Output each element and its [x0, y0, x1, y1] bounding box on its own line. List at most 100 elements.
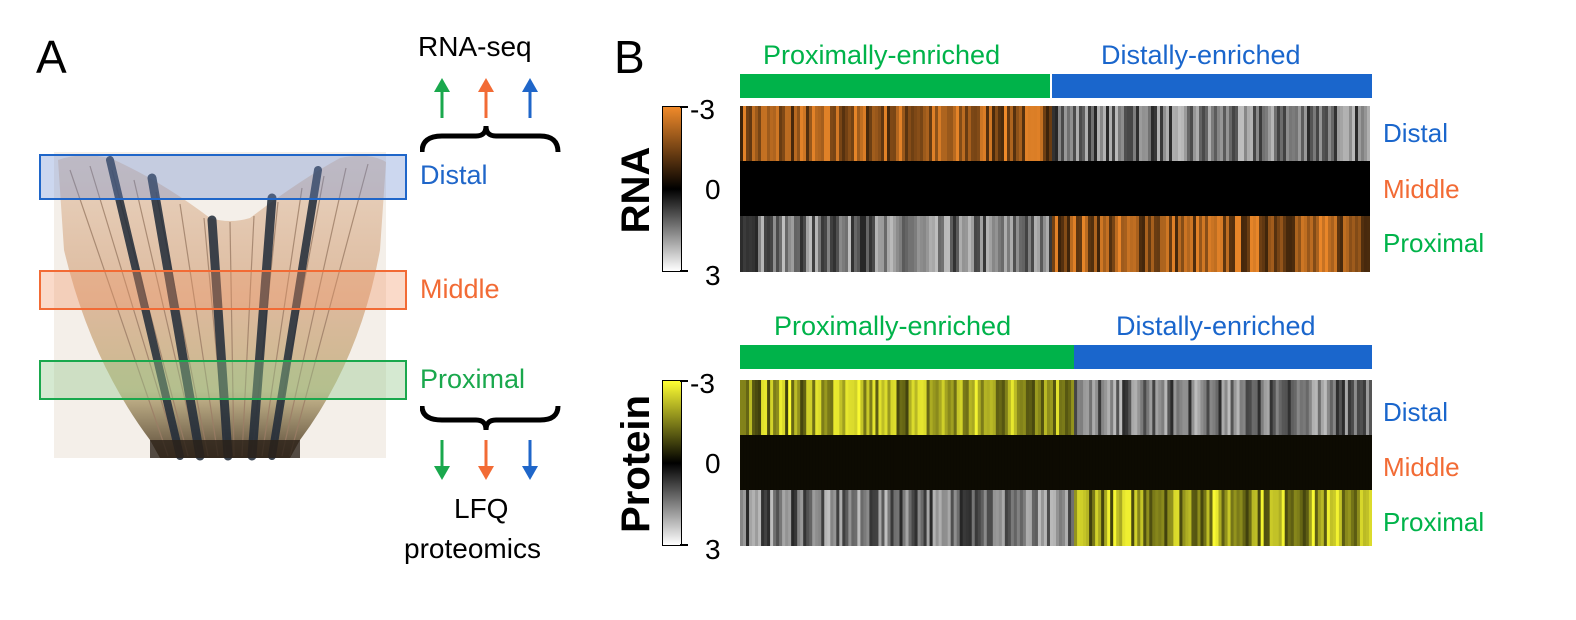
rna-tick-marks — [680, 106, 688, 272]
heatmap-cell — [935, 435, 940, 491]
heatmap-cell — [923, 380, 928, 436]
heatmap-cell — [1077, 490, 1081, 546]
heatmap-cell — [1100, 216, 1104, 272]
heatmap-cell — [788, 106, 792, 162]
heatmap-cell — [953, 161, 957, 217]
heatmap-cell — [1250, 106, 1254, 162]
heatmap-cell — [806, 106, 810, 162]
heatmap-cell — [1031, 490, 1036, 546]
heatmap-cell — [1277, 216, 1281, 272]
heatmap-cell — [1007, 380, 1012, 436]
heatmap-cell — [1074, 380, 1078, 436]
heatmap-cell — [1190, 216, 1194, 272]
heatmap-cell — [908, 216, 912, 272]
heatmap-cell — [938, 380, 943, 436]
heatmap-cell — [749, 161, 753, 217]
heatmap-cell — [1127, 106, 1131, 162]
heatmap-cell — [1004, 435, 1009, 491]
heatmap-cell — [980, 161, 984, 217]
heatmap-cell — [1040, 435, 1045, 491]
heatmap-cell — [899, 161, 903, 217]
heatmap-cell — [1128, 380, 1132, 436]
heatmap-cell — [1101, 490, 1105, 546]
heatmap-cell — [920, 380, 925, 436]
heatmap-cell — [1019, 435, 1024, 491]
heatmap-cell — [911, 380, 916, 436]
heatmap-cell — [842, 106, 846, 162]
heatmap-cell — [1172, 161, 1176, 217]
heatmap-cell — [932, 435, 937, 491]
heatmap-cell — [1173, 435, 1177, 491]
heatmap-cell — [1139, 216, 1143, 272]
heatmap-cell — [1227, 435, 1232, 491]
heatmap-cell — [806, 216, 810, 272]
heatmap-cell — [1076, 216, 1080, 272]
heatmap-cell — [1001, 216, 1005, 272]
heatmap-cell — [890, 490, 895, 546]
heatmap-cell — [1107, 490, 1111, 546]
heatmap-cell — [1340, 106, 1344, 162]
heatmap-cell — [1292, 106, 1296, 162]
heatmap-cell — [1146, 435, 1150, 491]
heatmap-cell — [866, 380, 871, 436]
heatmap-cell — [1337, 216, 1341, 272]
heatmap-cell — [1209, 490, 1214, 546]
heatmap-cell — [1103, 216, 1107, 272]
heatmap-cell — [758, 216, 762, 272]
heatmap-cell — [1307, 106, 1311, 162]
heatmap-cell — [791, 161, 795, 217]
heatmap-cell — [1122, 380, 1126, 436]
heatmap-cell — [743, 435, 747, 491]
heatmap-cell — [1256, 106, 1260, 162]
heatmap-cell — [1140, 380, 1144, 436]
heatmap-cell — [1209, 380, 1214, 436]
heatmap-cell — [788, 380, 792, 436]
heatmap-cell — [1232, 161, 1236, 217]
heatmap-cell — [788, 161, 792, 217]
protein-proximal-bar — [740, 345, 1074, 369]
heatmap-cell — [986, 490, 991, 546]
heatmap-cell — [1160, 161, 1164, 217]
heatmap-cell — [791, 380, 795, 436]
heatmap-cell — [1187, 161, 1191, 217]
heatmap-cell — [815, 106, 819, 162]
heatmap-cell — [1139, 106, 1143, 162]
heatmap-cell — [1328, 161, 1332, 217]
heatmap-cell — [1121, 216, 1125, 272]
heatmap-cell — [1049, 435, 1054, 491]
heatmap-cell — [1113, 490, 1117, 546]
heatmap-cell — [926, 161, 930, 217]
heatmap-cell — [863, 435, 867, 491]
heatmap-cell — [878, 435, 883, 491]
heatmap-cell — [752, 216, 756, 272]
heatmap-cell — [1130, 216, 1134, 272]
heatmap-cell — [1163, 161, 1167, 217]
heatmap-cell — [770, 435, 774, 491]
heatmap-cell — [968, 106, 972, 162]
heatmap-cell — [944, 216, 948, 272]
heatmap-cell — [1091, 216, 1095, 272]
heatmap-cell — [872, 161, 876, 217]
heatmap-cell — [1349, 161, 1353, 217]
heatmap-cell — [1295, 161, 1299, 217]
heatmap-cell — [1293, 490, 1298, 546]
heatmap-cell — [911, 106, 915, 162]
heatmap-cell — [947, 380, 952, 436]
heatmap-cell — [1274, 161, 1278, 217]
heatmap-cell — [1070, 216, 1074, 272]
heatmap-cell — [896, 216, 900, 272]
heatmap-cell — [983, 435, 988, 491]
heatmap-cell — [1310, 216, 1314, 272]
heatmap-cell — [1175, 161, 1179, 217]
heatmap-cell — [803, 380, 807, 436]
heatmap-cell — [1211, 106, 1215, 162]
heatmap-cell — [761, 106, 765, 162]
heatmap-cell — [1335, 380, 1340, 436]
heatmap-cell — [1329, 380, 1334, 436]
heatmap-cell — [770, 216, 774, 272]
heatmap-cell — [1184, 106, 1188, 162]
heatmap-cell — [992, 380, 997, 436]
heatmap-cell — [1355, 216, 1359, 272]
heatmap-cell — [1314, 380, 1319, 436]
heatmap-cell — [776, 106, 780, 162]
